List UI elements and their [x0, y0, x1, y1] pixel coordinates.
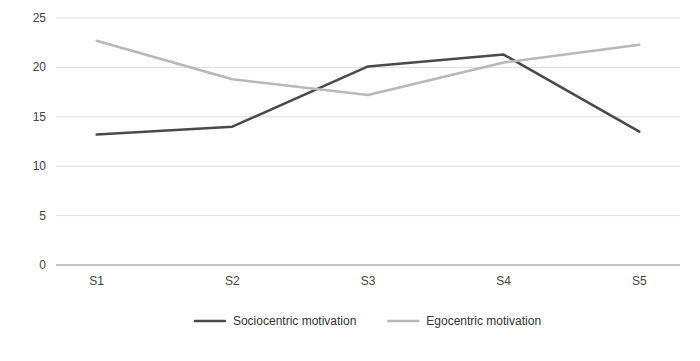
legend-label: Sociocentric motivation — [233, 314, 356, 328]
y-tick-label: 0 — [39, 258, 46, 272]
y-tick-label: 15 — [33, 110, 47, 124]
y-tick-label: 20 — [33, 60, 47, 74]
legend-swatch — [195, 320, 225, 323]
grid-line — [56, 18, 680, 19]
y-tick-label: 5 — [39, 209, 46, 223]
legend-item: Egocentric motivation — [388, 314, 541, 328]
grid-line — [56, 265, 680, 266]
grid-line — [56, 215, 680, 216]
y-tick-label: 10 — [33, 159, 47, 173]
legend-label: Egocentric motivation — [426, 314, 541, 328]
chart: 0 5 10 15 20 25 S1 S2 S3 S4 S5 Sociocentric motivat… — [0, 0, 700, 361]
series-line — [97, 41, 640, 95]
y-tick-label: 25 — [33, 11, 47, 25]
x-tick-label: S2 — [225, 274, 240, 288]
lines — [97, 41, 640, 135]
grid — [56, 18, 680, 265]
grid-line — [56, 166, 680, 167]
grid-line — [56, 116, 680, 117]
legend: Sociocentric motivation Egocentric motiva… — [195, 314, 541, 328]
x-axis-line — [56, 265, 680, 266]
legend-item: Sociocentric motivation — [195, 314, 356, 328]
x-tick-label: S3 — [361, 274, 376, 288]
x-tick-label: S1 — [89, 274, 104, 288]
x-tick-label: S5 — [632, 274, 647, 288]
legend-swatch — [388, 320, 418, 323]
x-tick-label: S4 — [496, 274, 511, 288]
